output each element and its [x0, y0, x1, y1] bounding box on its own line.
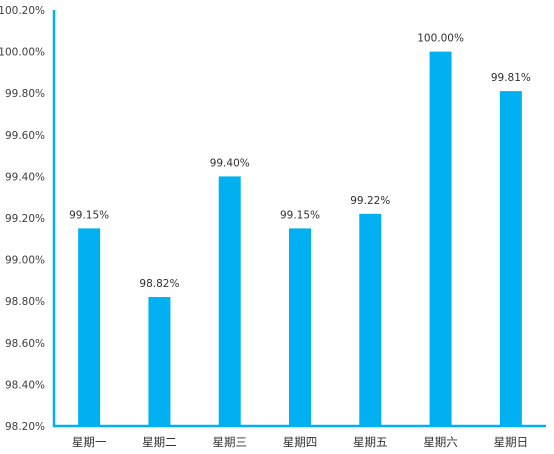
y-tick-label: 99.00% — [5, 255, 45, 267]
bar — [499, 91, 522, 427]
y-tick-label: 100.20% — [0, 5, 45, 17]
data-label: 99.22% — [350, 195, 390, 207]
y-tick-label: 98.60% — [5, 338, 45, 350]
y-tick-label: 99.40% — [5, 171, 45, 183]
y-tick-label: 100.00% — [0, 47, 45, 59]
x-tick-label: 星期四 — [283, 435, 318, 449]
bar — [148, 297, 171, 426]
data-label: 99.15% — [69, 209, 109, 221]
data-label: 99.15% — [280, 209, 320, 221]
bar — [289, 228, 311, 426]
bars — [78, 51, 522, 427]
bar — [359, 213, 382, 426]
y-tick-label: 99.80% — [5, 88, 45, 100]
bar — [429, 51, 452, 426]
y-tick-label: 98.40% — [5, 379, 45, 391]
data-label: 99.81% — [491, 72, 531, 84]
data-label: 99.40% — [210, 157, 250, 169]
x-tick-label: 星期五 — [353, 435, 388, 449]
x-tick-label: 星期日 — [494, 435, 529, 449]
x-tick-label: 星期一 — [72, 435, 107, 449]
bar — [218, 176, 241, 426]
data-label: 100.00% — [417, 33, 464, 45]
y-tick-label: 99.60% — [5, 130, 45, 142]
data-labels: 99.15% 98.82% 99.40% 99.15% 99.22% 100.00% 99.… — [69, 33, 531, 290]
x-tick-label: 星期二 — [142, 435, 177, 449]
data-label: 98.82% — [139, 278, 179, 290]
y-tick-label: 98.20% — [5, 421, 45, 433]
bar — [78, 228, 101, 426]
y-tick-label: 99.20% — [5, 213, 45, 225]
y-tick-label: 98.80% — [5, 296, 45, 308]
x-tick-label: 星期三 — [212, 435, 247, 449]
y-axis-tick-labels: 98.20% 98.40% 98.60% 98.80% 99.00% 99.20% 99.4… — [0, 5, 45, 433]
x-axis-tick-labels: 星期一 星期二 星期三 星期四 星期五 星期六 星期日 — [72, 435, 528, 449]
x-tick-label: 星期六 — [423, 435, 458, 449]
